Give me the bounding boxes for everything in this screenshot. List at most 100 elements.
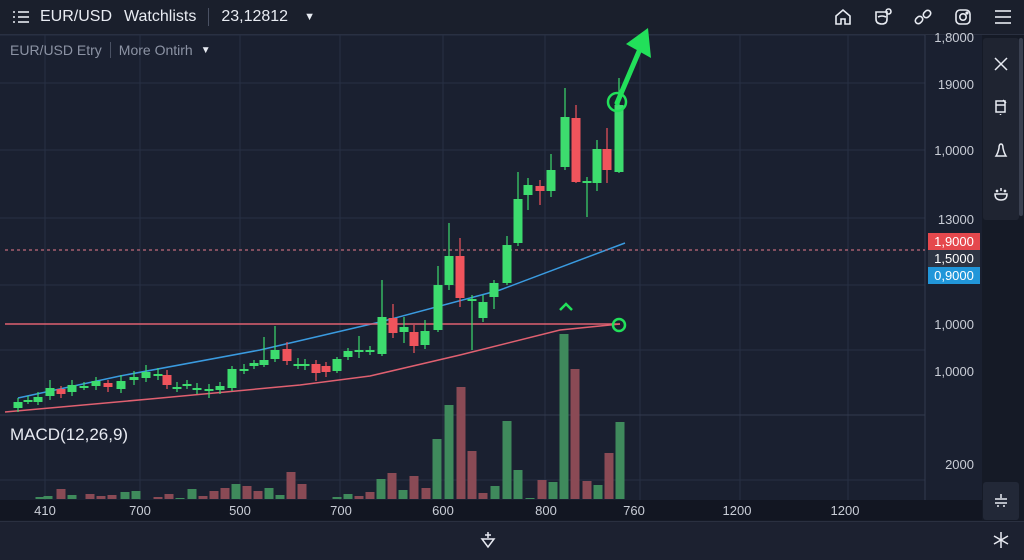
candle: [444, 223, 454, 290]
price-tag: 0,9000: [928, 267, 980, 284]
time-label: 410: [34, 503, 56, 518]
macd-bar: [120, 492, 130, 499]
macd-bar: [286, 472, 296, 499]
macd-bar: [253, 491, 263, 499]
highlight-circle: [611, 317, 627, 333]
candle: [502, 236, 512, 285]
price-label: 1,0000: [934, 364, 974, 379]
top-bar: EUR/USD Watchlists 23,12812 ▼: [0, 0, 1024, 35]
macd-bar: [153, 497, 163, 499]
caret-down-icon[interactable]: ▼: [200, 44, 211, 56]
price-chart[interactable]: [0, 0, 1024, 520]
instagram-icon[interactable]: [952, 6, 974, 28]
candle: [239, 364, 249, 374]
price-value: 23,12812: [221, 8, 289, 25]
macd-label: MACD(12,26,9): [10, 425, 129, 444]
macd-bar: [209, 491, 219, 499]
macd-bar: [432, 439, 442, 499]
macd-bar: [242, 486, 252, 499]
macd-bar: [467, 451, 477, 499]
symbol-label[interactable]: EUR/USD: [40, 8, 113, 25]
candle: [571, 105, 581, 183]
candle: [354, 336, 364, 358]
lower-red-line: [4, 323, 621, 413]
macd-bar: [231, 484, 241, 499]
caret-down-icon[interactable]: ▼: [304, 11, 315, 23]
time-label: 800: [535, 503, 557, 518]
link-icon[interactable]: [912, 6, 934, 28]
price-label: 2000: [945, 457, 974, 472]
clipboard-icon[interactable]: [990, 96, 1012, 118]
candle: [56, 386, 66, 398]
macd-bar: [343, 494, 353, 499]
more-options-button[interactable]: More Ontirh: [118, 42, 193, 58]
symbol-entry-label[interactable]: EUR/USD Etry: [10, 42, 102, 58]
macd-bar: [85, 494, 95, 499]
candle: [282, 342, 292, 365]
macd-bar: [513, 470, 523, 499]
upper-blue-line: [17, 242, 626, 399]
macd-bar: [548, 482, 558, 499]
candle: [23, 396, 33, 404]
candle: [116, 375, 126, 393]
scrollbar[interactable]: [1019, 38, 1023, 216]
time-label: 1200: [722, 503, 752, 518]
footer-bar: [0, 521, 1024, 560]
chart-area[interactable]: [0, 35, 982, 520]
macd-bar: [365, 492, 375, 499]
macd-bar: [187, 489, 197, 499]
macd-bar: [456, 387, 466, 499]
price-tag: 1,9000: [928, 233, 980, 250]
macd-bar: [264, 488, 274, 499]
split-button[interactable]: [983, 482, 1019, 520]
macd-bar: [332, 497, 342, 499]
list-icon[interactable]: [10, 6, 32, 28]
candle: [489, 280, 499, 309]
asterisk-icon[interactable]: [990, 529, 1012, 551]
candle: [182, 380, 192, 389]
candle: [399, 317, 409, 343]
split-icon: [995, 494, 1007, 507]
candle: [478, 295, 488, 322]
candlesticks: [13, 78, 624, 412]
candle: [91, 377, 101, 390]
candle: [204, 384, 214, 398]
candle: [33, 392, 43, 405]
download-arrow-icon[interactable]: [478, 530, 498, 550]
arrow-head-icon: [626, 28, 651, 58]
macd-bar: [444, 405, 454, 499]
candle: [141, 365, 151, 382]
macd-bar: [478, 493, 488, 499]
home-icon[interactable]: [832, 6, 854, 28]
candle: [343, 348, 353, 360]
candle: [300, 359, 310, 370]
candle: [592, 140, 602, 191]
price-tag: 1,5000: [928, 250, 980, 267]
price-label: 1,0000: [934, 317, 974, 332]
candle: [602, 128, 612, 183]
price-label: 13000: [937, 212, 974, 227]
macd-bar: [490, 486, 500, 499]
close-icon[interactable]: [990, 53, 1012, 75]
watchlists-button[interactable]: Watchlists: [124, 8, 197, 25]
divider: [208, 8, 210, 26]
hamburger-menu-icon[interactable]: [992, 6, 1014, 28]
candle: [582, 177, 592, 217]
time-label: 760: [623, 503, 645, 518]
macd-bar: [275, 495, 285, 499]
candle: [192, 383, 202, 394]
macd-bar: [376, 479, 386, 499]
macd-bar: [297, 484, 307, 499]
bowl-icon[interactable]: [990, 183, 1012, 205]
macd-bar: [43, 496, 53, 499]
candle: [332, 357, 342, 373]
macd-bar: [615, 422, 625, 499]
price-label: 19000: [937, 77, 974, 92]
candle: [227, 366, 237, 391]
time-axis: 410 700 500 700 600 800 760 1200 1200: [0, 500, 982, 520]
bell-icon[interactable]: [990, 140, 1012, 162]
highlight-circle: [606, 91, 628, 113]
notification-icon[interactable]: [872, 6, 894, 28]
macd-bar: [409, 476, 419, 499]
divider: [109, 42, 111, 58]
